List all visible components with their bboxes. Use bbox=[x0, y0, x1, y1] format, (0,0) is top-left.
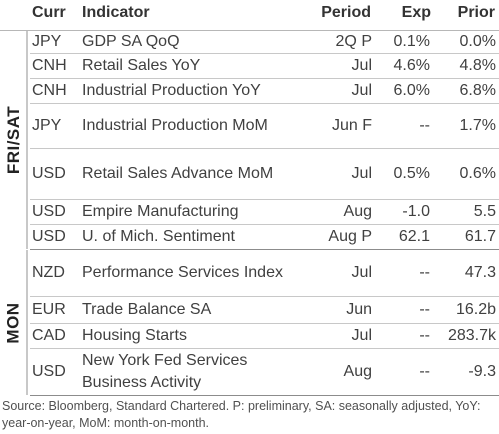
cell-prior: 16.2b bbox=[455, 301, 496, 318]
cell-currency: NZD bbox=[32, 264, 65, 281]
cell-prior: 0.0% bbox=[459, 33, 496, 50]
header-period: Period bbox=[321, 4, 371, 21]
group-bracket-fri-sat bbox=[0, 31, 28, 249]
cell-period: Jul bbox=[351, 165, 372, 182]
cell-expected: -- bbox=[419, 264, 430, 281]
cell-prior: -9.3 bbox=[468, 363, 496, 380]
cell-expected: 6.0% bbox=[393, 82, 430, 99]
group-label-fri-sat: FRI/SAT bbox=[4, 105, 24, 175]
cell-prior: 5.5 bbox=[473, 203, 496, 220]
cell-period: Jun F bbox=[331, 117, 372, 134]
cell-period: Aug bbox=[343, 363, 372, 380]
cell-prior: 4.8% bbox=[459, 57, 496, 74]
cell-indicator: Empire Manufacturing bbox=[82, 203, 239, 220]
cell-currency: USD bbox=[32, 165, 66, 182]
table-row: USD Empire Manufacturing Aug -1.0 5.5 bbox=[30, 200, 499, 225]
table-row: USD Retail Sales Advance MoM Jul 0.5% 0.… bbox=[30, 149, 499, 200]
cell-currency: CNH bbox=[32, 57, 67, 74]
group-label-mon: MON bbox=[4, 301, 24, 344]
cell-expected: -- bbox=[419, 117, 430, 134]
cell-indicator: Industrial Production MoM bbox=[82, 117, 268, 134]
group-bracket-mon bbox=[0, 250, 28, 395]
table-row: EUR Trade Balance SA Jun -- 16.2b bbox=[30, 297, 499, 324]
cell-period: 2Q P bbox=[335, 33, 372, 50]
table-row: JPY GDP SA QoQ 2Q P 0.1% 0.0% bbox=[30, 31, 499, 54]
cell-currency: USD bbox=[32, 363, 66, 380]
cell-expected: 0.5% bbox=[393, 165, 430, 182]
cell-prior: 47.3 bbox=[464, 264, 496, 281]
cell-indicator: Industrial Production YoY bbox=[82, 82, 261, 99]
table-row: NZD Performance Services Index Jul -- 47… bbox=[30, 250, 499, 297]
header-indicator: Indicator bbox=[82, 4, 150, 21]
cell-expected: 0.1% bbox=[393, 33, 430, 50]
table-row: JPY Industrial Production MoM Jun F -- 1… bbox=[30, 104, 499, 149]
cell-currency: EUR bbox=[32, 301, 66, 318]
table-row: CNH Industrial Production YoY Jul 6.0% 6… bbox=[30, 79, 499, 104]
cell-prior: 283.7k bbox=[447, 327, 496, 344]
cell-period: Aug bbox=[343, 203, 372, 220]
cell-indicator: U. of Mich. Sentiment bbox=[82, 228, 235, 245]
cell-indicator: Retail Sales YoY bbox=[82, 57, 201, 74]
cell-period: Jul bbox=[351, 264, 372, 281]
header-exp: Exp bbox=[401, 4, 431, 21]
header-curr: Curr bbox=[32, 4, 66, 21]
cell-indicator: New York Fed Services Business Activity bbox=[82, 352, 248, 391]
cell-period: Jul bbox=[351, 82, 372, 99]
source-note: Source: Bloomberg, Standard Chartered. P… bbox=[2, 399, 481, 430]
cell-period: Jul bbox=[351, 327, 372, 344]
cell-expected: 62.1 bbox=[398, 228, 430, 245]
cell-expected: -- bbox=[419, 363, 430, 380]
cell-prior: 0.6% bbox=[459, 165, 496, 182]
table-row: CNH Retail Sales YoY Jul 4.6% 4.8% bbox=[30, 54, 499, 79]
table-header: Curr Indicator Period Exp Prior bbox=[0, 0, 499, 31]
cell-expected: -- bbox=[419, 327, 430, 344]
cell-expected: 4.6% bbox=[393, 57, 430, 74]
table-row: USD New York Fed Services Business Activ… bbox=[30, 349, 499, 396]
cell-currency: JPY bbox=[32, 33, 62, 50]
header-prior: Prior bbox=[457, 4, 495, 21]
cell-currency: USD bbox=[32, 228, 66, 245]
cell-currency: JPY bbox=[32, 117, 62, 134]
cell-indicator: Retail Sales Advance MoM bbox=[82, 165, 274, 182]
cell-indicator: Trade Balance SA bbox=[82, 301, 212, 318]
cell-period: Jul bbox=[351, 57, 372, 74]
cell-prior: 61.7 bbox=[464, 228, 496, 245]
cell-currency: CNH bbox=[32, 82, 67, 99]
cell-indicator: Performance Services Index bbox=[82, 264, 283, 281]
cell-indicator: GDP SA QoQ bbox=[82, 33, 180, 50]
cell-indicator: Housing Starts bbox=[82, 327, 187, 344]
cell-currency: CAD bbox=[32, 327, 66, 344]
cell-currency: USD bbox=[32, 203, 66, 220]
cell-expected: -- bbox=[419, 301, 430, 318]
cell-prior: 6.8% bbox=[459, 82, 496, 99]
cell-period: Jun bbox=[346, 301, 372, 318]
cell-period: Aug P bbox=[328, 228, 372, 245]
cell-prior: 1.7% bbox=[459, 117, 496, 134]
cell-expected: -1.0 bbox=[402, 203, 430, 220]
table-row: CAD Housing Starts Jul -- 283.7k bbox=[30, 324, 499, 349]
table-row: USD U. of Mich. Sentiment Aug P 62.1 61.… bbox=[30, 225, 499, 250]
